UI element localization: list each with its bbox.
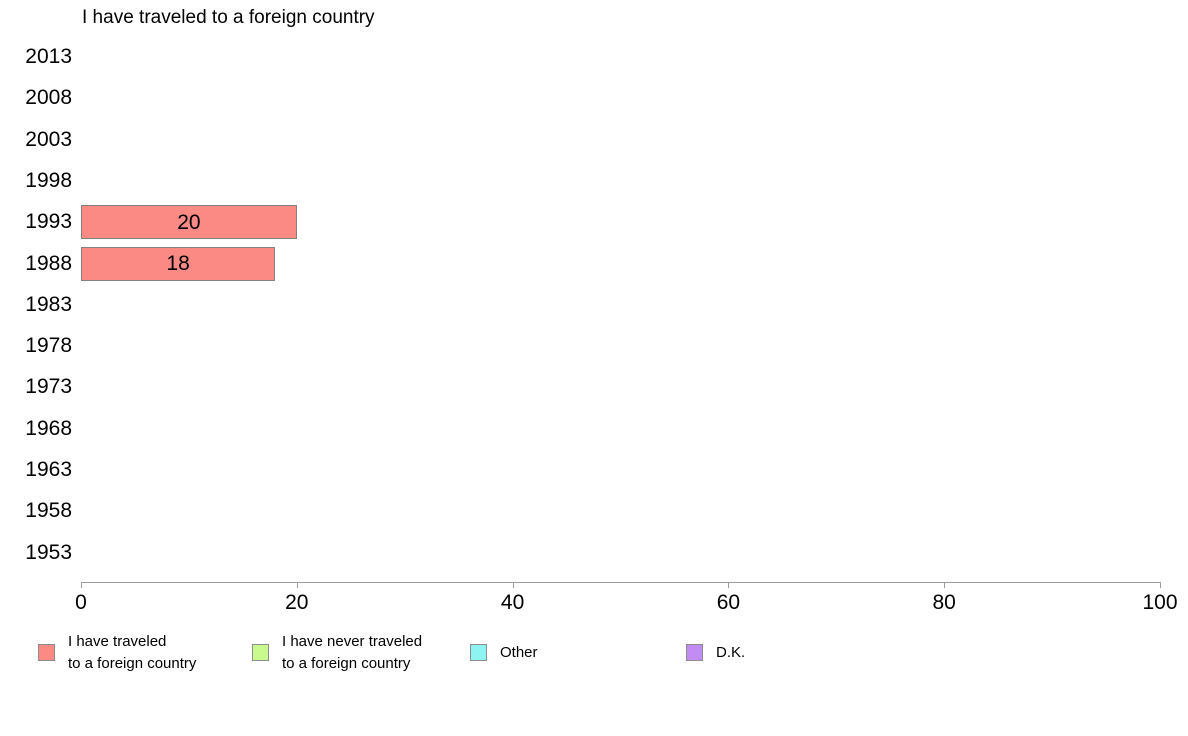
x-tick-40 [512,582,514,588]
year-label-2003: 2003 [25,127,72,151]
x-tick-0 [81,582,82,588]
x-tick-label-0: 0 [75,591,87,614]
legend-item-2: I have never traveled to a foreign count… [252,630,422,675]
x-tick-label-100: 100 [1142,591,1178,614]
year-label-1983: 1983 [25,292,72,316]
legend-item-3: Other [470,630,538,675]
x-tick-100 [1160,582,1161,588]
chart-title: I have traveled to a foreign country [82,7,375,28]
legend-label-4: D.K. [716,643,746,661]
legend-swatch-3 [470,644,487,661]
x-axis-line [81,582,1161,583]
x-tick-label-80: 80 [932,591,956,614]
year-label-1958: 1958 [25,499,72,523]
year-label-1988: 1988 [25,251,72,275]
x-tick-20 [296,582,298,588]
x-tick-80 [944,582,946,588]
legend-item-4: D.K. [686,630,745,675]
x-tick-label-20: 20 [285,591,309,614]
year-label-1968: 1968 [25,416,72,440]
legend-swatch-4 [686,644,703,661]
bar-1993: 20 [81,205,297,240]
legend-label-3: Other [500,643,538,661]
year-label-1993: 1993 [25,210,72,234]
year-label-2008: 2008 [25,86,72,110]
year-label-1953: 1953 [25,540,72,564]
bar-value-label-1988: 18 [166,252,190,275]
year-label-1963: 1963 [25,458,72,481]
x-tick-60 [728,582,730,588]
bar-value-label-1993: 20 [177,210,201,234]
legend-label-2: I have never traveled to a foreign count… [282,633,423,672]
year-label-1973: 1973 [25,375,72,399]
legend-item-1: I have traveled to a foreign country [38,630,196,675]
x-tick-label-40: 40 [500,591,525,614]
year-label-2013: 2013 [25,45,72,68]
legend-swatch-2 [252,644,269,661]
x-tick-label-60: 60 [716,591,741,614]
year-label-1998: 1998 [25,168,72,192]
year-label-1978: 1978 [25,334,72,358]
legend-swatch-1 [38,644,55,661]
legend-label-1: I have traveled to a foreign country [68,633,197,672]
bar-1988: 18 [81,246,276,281]
